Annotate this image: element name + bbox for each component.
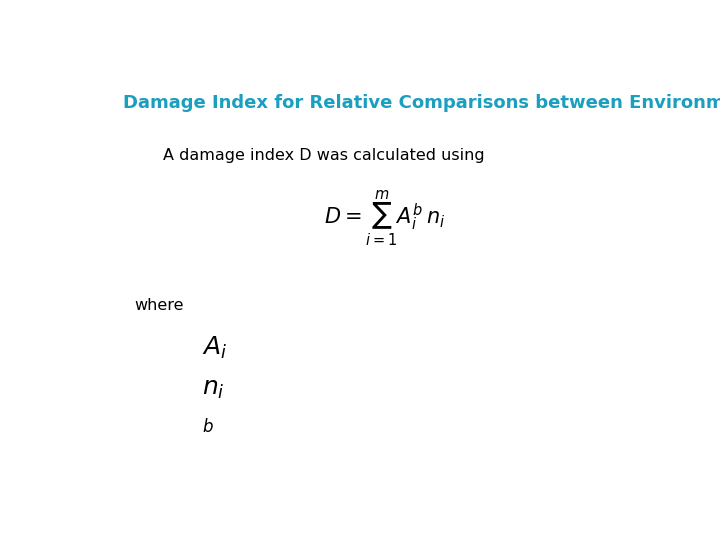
Text: $D = \sum_{i=1}^{m} A_i^b\, n_i$: $D = \sum_{i=1}^{m} A_i^b\, n_i$ <box>324 189 446 248</box>
Text: $n_i$: $n_i$ <box>202 377 224 401</box>
Text: A damage index D was calculated using: A damage index D was calculated using <box>163 148 484 163</box>
Text: $A_i$: $A_i$ <box>202 334 227 361</box>
Text: $b$: $b$ <box>202 417 213 436</box>
Text: where: where <box>135 298 184 313</box>
Text: Damage Index for Relative Comparisons between Environments: Damage Index for Relative Comparisons be… <box>124 94 720 112</box>
